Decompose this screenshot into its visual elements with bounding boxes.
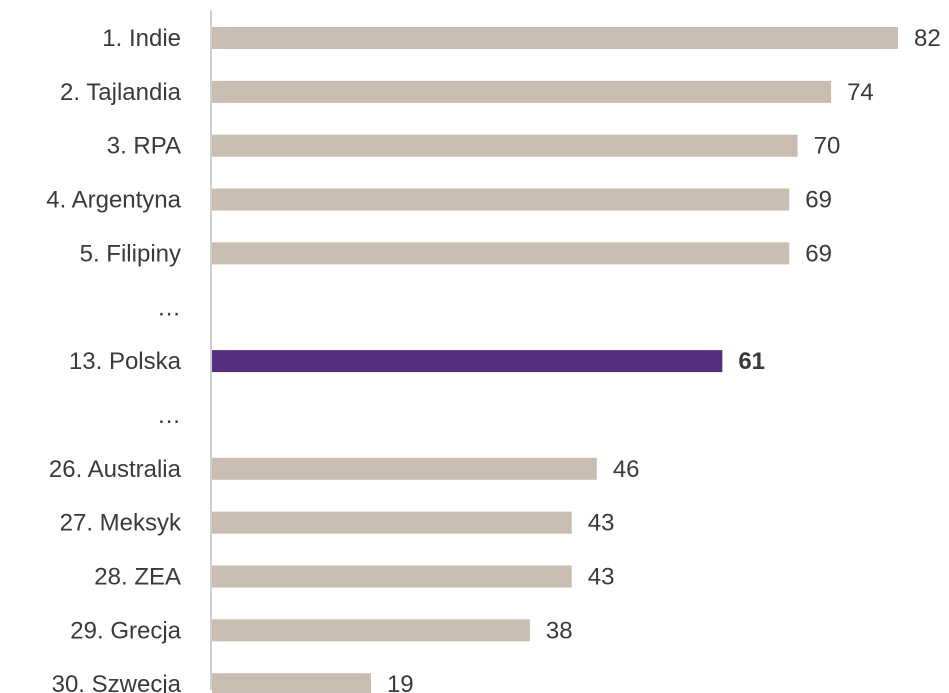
bar	[212, 457, 597, 480]
value-label: 43	[588, 564, 615, 591]
bar	[212, 511, 572, 534]
bar	[212, 27, 898, 49]
value-label: 82	[914, 25, 941, 52]
bar	[212, 619, 530, 642]
highlighted-bar	[212, 350, 723, 373]
value-label: 69	[805, 240, 832, 267]
bars-layer	[212, 27, 898, 693]
category-label: 30. Szwecja	[52, 671, 182, 693]
bar	[212, 80, 832, 103]
value-label: 69	[805, 187, 832, 214]
bar	[212, 188, 790, 211]
category-label: 1. Indie	[102, 25, 181, 52]
category-label: 2. Tajlandia	[60, 79, 182, 106]
category-label: 3. RPA	[107, 133, 181, 160]
category-label: 28. ZEA	[94, 564, 181, 591]
value-label: 43	[588, 510, 615, 537]
category-label: 29. Grecja	[70, 617, 181, 644]
ellipsis-label: …	[157, 402, 181, 429]
ellipsis-label: …	[157, 294, 181, 321]
value-label: 74	[847, 79, 874, 106]
bar	[212, 134, 798, 157]
category-label: 4. Argentyna	[46, 187, 181, 214]
value-label: 19	[387, 671, 414, 693]
category-label: 5. Filipiny	[80, 240, 181, 267]
category-label: 13. Polska	[69, 348, 182, 375]
category-labels: 1. Indie 2. Tajlandia 3. RPA 4. Argentyna 5.…	[46, 25, 182, 693]
value-label: 46	[613, 456, 640, 483]
bar	[212, 242, 790, 265]
value-label: 61	[738, 348, 765, 375]
category-label: 27. Meksyk	[60, 510, 182, 537]
category-label: 26. Australia	[49, 456, 182, 483]
value-label: 70	[814, 133, 841, 160]
bar	[212, 673, 371, 693]
value-label: 38	[546, 617, 573, 644]
bar	[212, 565, 572, 588]
